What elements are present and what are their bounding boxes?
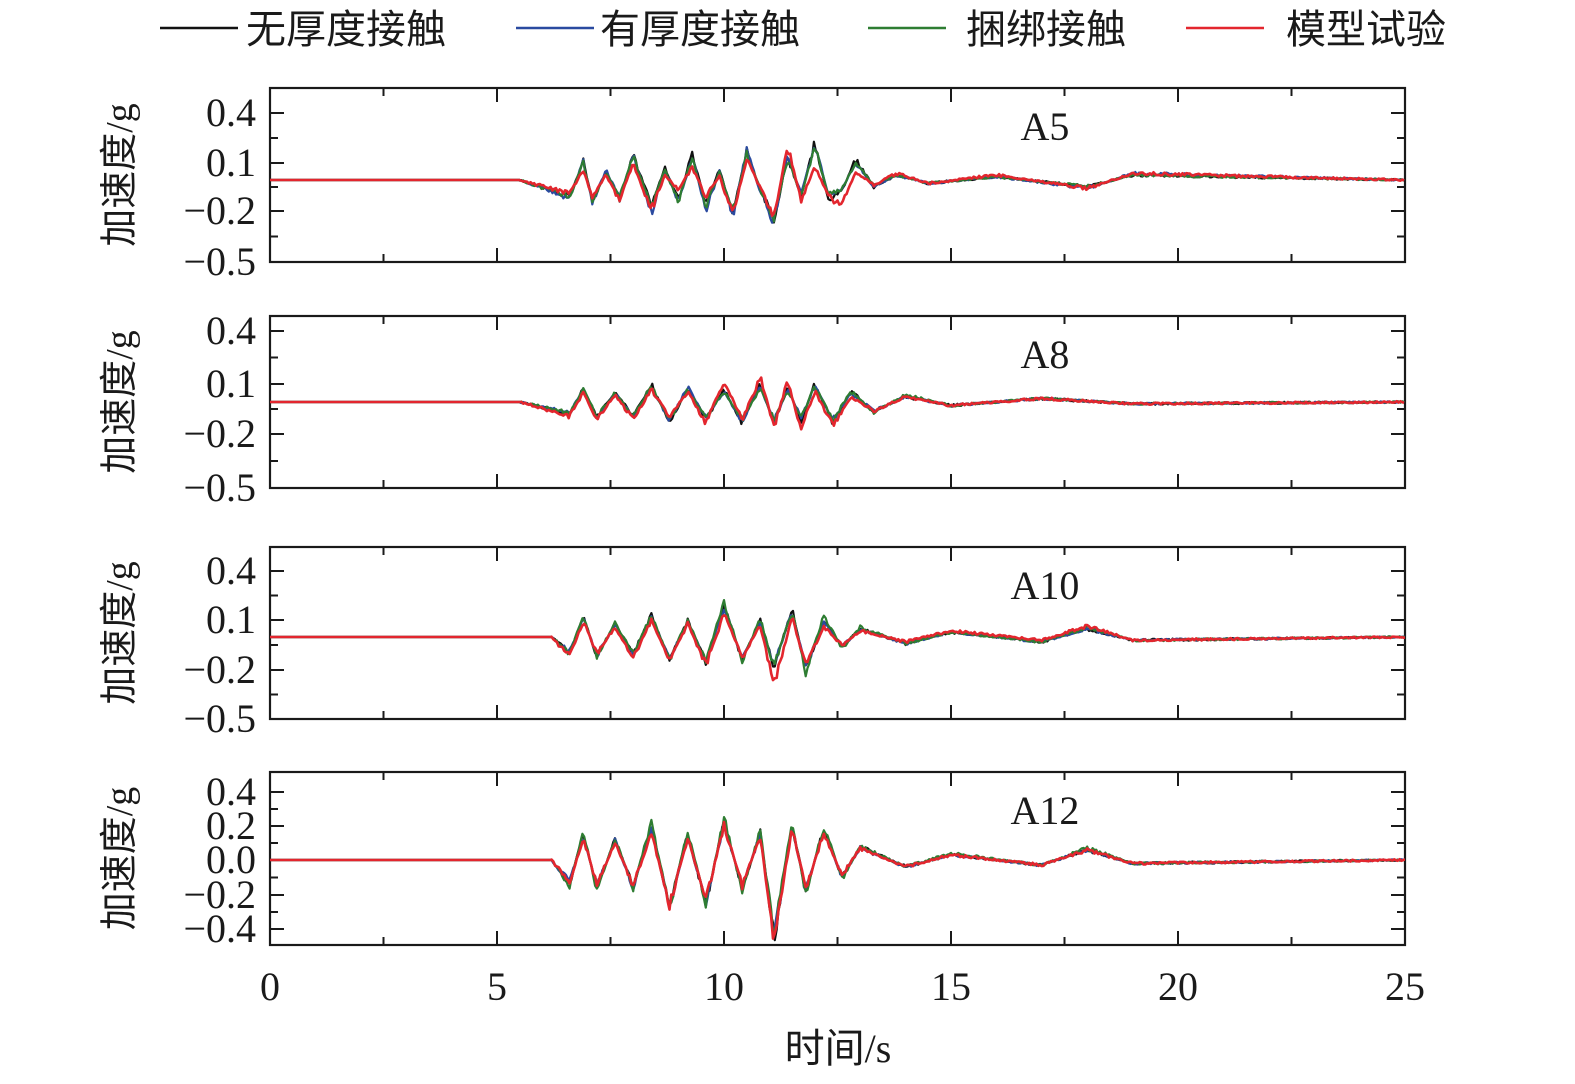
series-line-4 <box>270 820 1405 940</box>
panel-a8: 0.4 0.1 −0.2 −0.5 加速度/g A8 <box>99 308 1407 510</box>
panel-label: A5 <box>1021 104 1070 149</box>
legend-label: 捆绑接触 <box>966 7 1126 52</box>
legend-label: 无厚度接触 <box>246 7 446 52</box>
y-tick-label: 0.1 <box>206 140 256 185</box>
plot-frame <box>268 770 1407 947</box>
x-tick-label: 10 <box>704 964 744 1009</box>
y-axis-label: 加速度/g <box>99 787 141 931</box>
legend-item-3: 捆绑接触 <box>868 7 1126 52</box>
y-axis-label: 加速度/g <box>99 330 141 474</box>
y-tick-label: −0.2 <box>183 872 256 917</box>
y-tick-label: 0.0 <box>206 837 256 882</box>
series-line-4 <box>270 614 1405 682</box>
series-line-2 <box>270 818 1405 938</box>
series-line-3 <box>270 147 1405 223</box>
panel-label: A12 <box>1011 788 1080 833</box>
y-axis-label: 加速度/g <box>99 103 141 247</box>
y-tick-label: 0.4 <box>206 90 256 135</box>
y-tick-label: 0.1 <box>206 361 256 406</box>
x-axis-label: 时间/s <box>785 1026 892 1071</box>
panel-label: A10 <box>1011 563 1080 608</box>
y-tick-label: −0.2 <box>183 188 256 233</box>
y-tick-label: −0.5 <box>183 239 256 284</box>
y-tick-label: −0.4 <box>183 906 256 951</box>
panel-a10: 0.40.1 −0.2−0.5 加速度/g A10 <box>99 545 1407 741</box>
panel-a12: 0.40.20.0−0.2−0.4 加速度/g A12 <box>99 769 1407 951</box>
series-line-1 <box>270 823 1405 942</box>
y-tick-label: 0.4 <box>206 308 256 353</box>
y-tick-label: −0.5 <box>183 696 256 741</box>
y-tick-label: 0.4 <box>206 769 256 814</box>
y-axis-label: 加速度/g <box>99 561 141 705</box>
plot-frame <box>268 545 1407 721</box>
x-tick-label: 25 <box>1385 964 1425 1009</box>
series-line-2 <box>270 146 1405 224</box>
legend-item-1: 无厚度接触 <box>160 7 446 52</box>
legend: 无厚度接触 有厚度接触 捆绑接触 模型试验 <box>160 7 1446 52</box>
panel-a5: 0.4 0.1−0.2 −0.5 加速度/g A5 <box>99 86 1407 284</box>
y-tick-label: −0.5 <box>183 465 256 510</box>
y-tick-label: 0.1 <box>206 597 256 642</box>
y-tick-label: −0.2 <box>183 647 256 692</box>
y-tick-label: 0.4 <box>206 548 256 593</box>
series-line-1 <box>270 601 1405 668</box>
panel-label: A8 <box>1021 332 1070 377</box>
x-tick-label: 15 <box>931 964 971 1009</box>
x-tick-label: 20 <box>1158 964 1198 1009</box>
legend-item-2: 有厚度接触 <box>516 7 800 52</box>
series-line-3 <box>270 816 1405 934</box>
legend-item-4: 模型试验 <box>1186 7 1446 52</box>
x-axis: 0 5 10 15 20 25 时间/s <box>260 964 1425 1071</box>
y-tick-label: −0.2 <box>183 411 256 456</box>
legend-label: 模型试验 <box>1286 7 1446 52</box>
x-tick-label: 5 <box>487 964 507 1009</box>
legend-label: 有厚度接触 <box>600 7 800 52</box>
series-line-1 <box>270 140 1405 224</box>
y-tick-label: 0.2 <box>206 803 256 848</box>
series-line-4 <box>270 149 1405 217</box>
x-tick-label: 0 <box>260 964 280 1009</box>
series-line-4 <box>270 376 1405 431</box>
